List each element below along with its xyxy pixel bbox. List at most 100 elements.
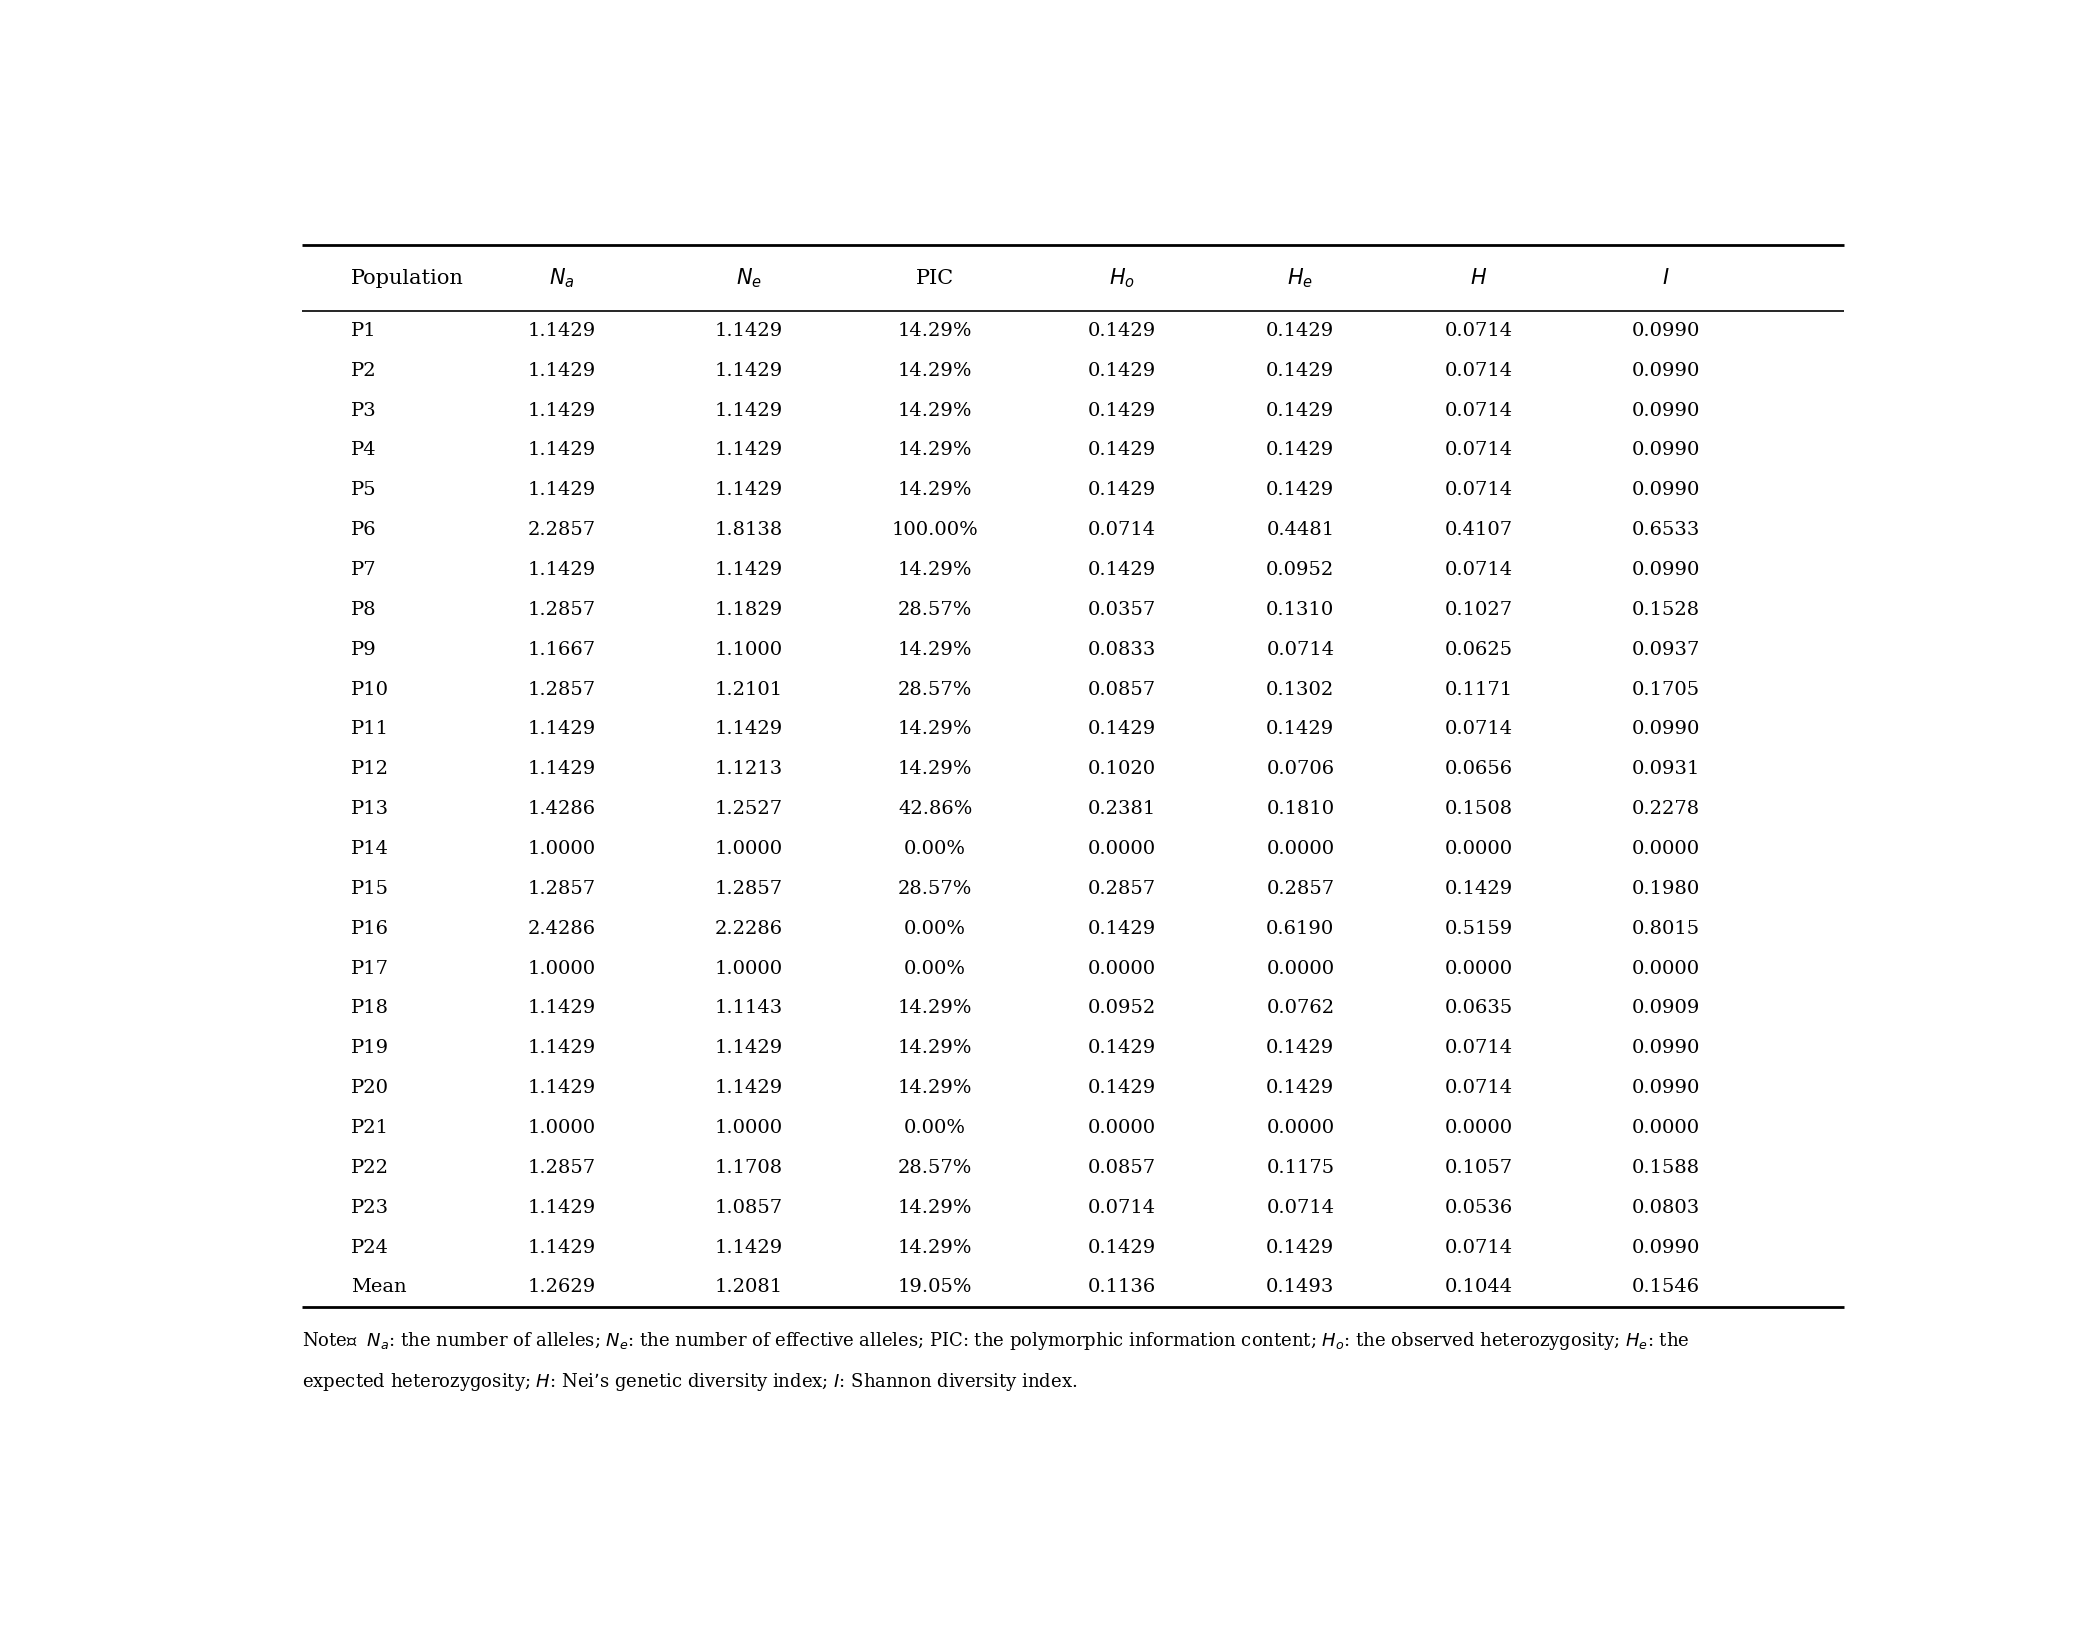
Text: 0.0714: 0.0714 bbox=[1445, 442, 1514, 460]
Text: 0.1057: 0.1057 bbox=[1445, 1158, 1514, 1176]
Text: 19.05%: 19.05% bbox=[898, 1278, 972, 1296]
Text: P13: P13 bbox=[352, 800, 389, 818]
Text: 1.1429: 1.1429 bbox=[528, 761, 597, 779]
Text: 0.1136: 0.1136 bbox=[1087, 1278, 1156, 1296]
Text: 0.1429: 0.1429 bbox=[1087, 720, 1156, 738]
Text: P4: P4 bbox=[352, 442, 377, 460]
Text: 0.1429: 0.1429 bbox=[1087, 481, 1156, 499]
Text: 0.0990: 0.0990 bbox=[1631, 1079, 1700, 1098]
Text: 100.00%: 100.00% bbox=[892, 521, 978, 539]
Text: 14.29%: 14.29% bbox=[898, 1040, 972, 1056]
Text: 0.0952: 0.0952 bbox=[1087, 999, 1156, 1017]
Text: 0.0990: 0.0990 bbox=[1631, 720, 1700, 738]
Text: 14.29%: 14.29% bbox=[898, 1199, 972, 1217]
Text: 0.4481: 0.4481 bbox=[1267, 521, 1334, 539]
Text: 1.1143: 1.1143 bbox=[714, 999, 783, 1017]
Text: 0.0931: 0.0931 bbox=[1631, 761, 1700, 779]
Text: 1.8138: 1.8138 bbox=[714, 521, 783, 539]
Text: 0.0937: 0.0937 bbox=[1631, 641, 1700, 659]
Text: $I$: $I$ bbox=[1663, 268, 1669, 288]
Text: 0.0990: 0.0990 bbox=[1631, 361, 1700, 380]
Text: 0.0714: 0.0714 bbox=[1445, 481, 1514, 499]
Text: 1.1829: 1.1829 bbox=[714, 601, 783, 619]
Text: 0.1429: 0.1429 bbox=[1087, 1239, 1156, 1257]
Text: 0.1027: 0.1027 bbox=[1445, 601, 1514, 619]
Text: 0.00%: 0.00% bbox=[905, 920, 965, 938]
Text: P2: P2 bbox=[352, 361, 377, 380]
Text: 14.29%: 14.29% bbox=[898, 560, 972, 578]
Text: 2.2857: 2.2857 bbox=[528, 521, 597, 539]
Text: 0.1429: 0.1429 bbox=[1267, 442, 1334, 460]
Text: 1.1429: 1.1429 bbox=[528, 999, 597, 1017]
Text: 0.0357: 0.0357 bbox=[1087, 601, 1156, 619]
Text: 0.0990: 0.0990 bbox=[1631, 1239, 1700, 1257]
Text: 1.1429: 1.1429 bbox=[714, 1239, 783, 1257]
Text: 28.57%: 28.57% bbox=[898, 601, 972, 619]
Text: 0.2381: 0.2381 bbox=[1087, 800, 1156, 818]
Text: Note：  $N_a$: the number of alleles; $N_e$: the number of effective alleles; PIC: Note： $N_a$: the number of alleles; $N_e… bbox=[302, 1331, 1690, 1352]
Text: 0.1493: 0.1493 bbox=[1267, 1278, 1334, 1296]
Text: PIC: PIC bbox=[917, 268, 955, 288]
Text: 1.2081: 1.2081 bbox=[714, 1278, 783, 1296]
Text: 0.0714: 0.0714 bbox=[1445, 720, 1514, 738]
Text: 0.1429: 0.1429 bbox=[1267, 361, 1334, 380]
Text: 14.29%: 14.29% bbox=[898, 720, 972, 738]
Text: 0.5159: 0.5159 bbox=[1445, 920, 1514, 938]
Text: 0.0635: 0.0635 bbox=[1445, 999, 1514, 1017]
Text: 0.0990: 0.0990 bbox=[1631, 322, 1700, 340]
Text: 1.1429: 1.1429 bbox=[528, 1239, 597, 1257]
Text: P6: P6 bbox=[352, 521, 377, 539]
Text: P17: P17 bbox=[352, 960, 389, 978]
Text: 0.0000: 0.0000 bbox=[1445, 960, 1514, 978]
Text: P7: P7 bbox=[352, 560, 377, 578]
Text: P12: P12 bbox=[352, 761, 389, 779]
Text: 0.00%: 0.00% bbox=[905, 1119, 965, 1137]
Text: 0.1429: 0.1429 bbox=[1267, 1239, 1334, 1257]
Text: 0.0536: 0.0536 bbox=[1445, 1199, 1514, 1217]
Text: 0.0990: 0.0990 bbox=[1631, 401, 1700, 419]
Text: 0.1429: 0.1429 bbox=[1267, 720, 1334, 738]
Text: P22: P22 bbox=[352, 1158, 389, 1176]
Text: 1.1213: 1.1213 bbox=[714, 761, 783, 779]
Text: 0.0656: 0.0656 bbox=[1445, 761, 1514, 779]
Text: 0.6533: 0.6533 bbox=[1631, 521, 1700, 539]
Text: P19: P19 bbox=[352, 1040, 389, 1056]
Text: 0.0714: 0.0714 bbox=[1445, 560, 1514, 578]
Text: $H_o$: $H_o$ bbox=[1110, 266, 1135, 289]
Text: 1.1000: 1.1000 bbox=[714, 641, 783, 659]
Text: 14.29%: 14.29% bbox=[898, 401, 972, 419]
Text: 0.1508: 0.1508 bbox=[1445, 800, 1514, 818]
Text: 0.1429: 0.1429 bbox=[1267, 1040, 1334, 1056]
Text: 0.0714: 0.0714 bbox=[1445, 401, 1514, 419]
Text: 14.29%: 14.29% bbox=[898, 481, 972, 499]
Text: $H_e$: $H_e$ bbox=[1288, 266, 1313, 289]
Text: 0.0857: 0.0857 bbox=[1087, 680, 1156, 698]
Text: 0.0714: 0.0714 bbox=[1267, 641, 1334, 659]
Text: 1.1429: 1.1429 bbox=[714, 361, 783, 380]
Text: P10: P10 bbox=[352, 680, 389, 698]
Text: 0.00%: 0.00% bbox=[905, 840, 965, 858]
Text: 0.0000: 0.0000 bbox=[1087, 1119, 1156, 1137]
Text: 1.2857: 1.2857 bbox=[528, 601, 597, 619]
Text: P1: P1 bbox=[352, 322, 377, 340]
Text: 14.29%: 14.29% bbox=[898, 361, 972, 380]
Text: 1.2857: 1.2857 bbox=[714, 881, 783, 897]
Text: 2.4286: 2.4286 bbox=[528, 920, 597, 938]
Text: 0.0990: 0.0990 bbox=[1631, 481, 1700, 499]
Text: P18: P18 bbox=[352, 999, 389, 1017]
Text: 0.1528: 0.1528 bbox=[1631, 601, 1700, 619]
Text: 1.2857: 1.2857 bbox=[528, 881, 597, 897]
Text: 1.0000: 1.0000 bbox=[714, 1119, 783, 1137]
Text: 0.0990: 0.0990 bbox=[1631, 560, 1700, 578]
Text: 0.1429: 0.1429 bbox=[1267, 322, 1334, 340]
Text: 14.29%: 14.29% bbox=[898, 322, 972, 340]
Text: 14.29%: 14.29% bbox=[898, 1079, 972, 1098]
Text: 2.2286: 2.2286 bbox=[714, 920, 783, 938]
Text: 0.0000: 0.0000 bbox=[1267, 1119, 1334, 1137]
Text: P15: P15 bbox=[352, 881, 389, 897]
Text: P3: P3 bbox=[352, 401, 377, 419]
Text: 0.0000: 0.0000 bbox=[1267, 960, 1334, 978]
Text: 1.0000: 1.0000 bbox=[714, 840, 783, 858]
Text: 1.1429: 1.1429 bbox=[714, 1040, 783, 1056]
Text: 1.0000: 1.0000 bbox=[528, 1119, 597, 1137]
